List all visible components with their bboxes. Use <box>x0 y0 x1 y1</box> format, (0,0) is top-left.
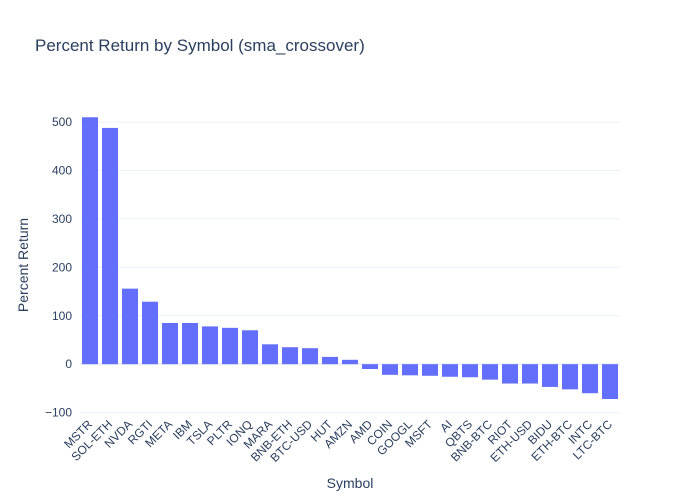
bar-ltc-btc[interactable] <box>602 364 618 400</box>
y-tick-label: 300 <box>52 212 72 226</box>
bars <box>82 117 618 400</box>
bar-sol-eth[interactable] <box>102 127 118 365</box>
y-tick-label: 400 <box>52 164 72 178</box>
bar-bnb-btc[interactable] <box>482 364 498 380</box>
bar-hut[interactable] <box>322 356 338 365</box>
bar-btc-usd[interactable] <box>302 348 318 365</box>
bar-ionq[interactable] <box>242 330 258 365</box>
bar-mstr[interactable] <box>82 117 98 365</box>
y-tick-label: 200 <box>52 260 72 274</box>
y-tick-label: 500 <box>52 115 72 129</box>
bar-amd[interactable] <box>362 364 378 370</box>
bar-intc[interactable] <box>582 364 598 394</box>
bar-ai[interactable] <box>442 364 458 377</box>
bar-tsla[interactable] <box>202 326 218 365</box>
bar-eth-btc[interactable] <box>562 364 578 390</box>
bar-eth-usd[interactable] <box>522 364 538 384</box>
bar-googl[interactable] <box>402 364 418 376</box>
y-tick-labels: −100 0 100 200 300 400 500 <box>45 115 72 419</box>
chart-title: Percent Return by Symbol (sma_crossover) <box>35 36 365 55</box>
bar-pltr[interactable] <box>222 327 238 365</box>
bar-rgti[interactable] <box>142 301 158 365</box>
y-tick-label: 100 <box>52 309 72 323</box>
y-axis-title: Percent Return <box>15 218 31 312</box>
bar-amzn[interactable] <box>342 359 358 365</box>
bar-mara[interactable] <box>262 344 278 365</box>
bar-bnb-eth[interactable] <box>282 347 298 365</box>
bar-nvda[interactable] <box>122 288 138 365</box>
gridlines <box>80 121 620 414</box>
y-tick-label: 0 <box>65 357 72 371</box>
bar-qbts[interactable] <box>462 364 478 378</box>
bar-riot[interactable] <box>502 364 518 384</box>
x-tick-labels: MSTRSOL-ETHNVDARGTIMETAIBMTSLAPLTRIONQMA… <box>61 417 615 465</box>
bar-meta[interactable] <box>162 323 178 365</box>
x-axis-title: Symbol <box>327 475 374 491</box>
y-tick-label: −100 <box>45 406 72 420</box>
bar-ibm[interactable] <box>182 323 198 365</box>
bar-bidu[interactable] <box>542 364 558 387</box>
bar-coin[interactable] <box>382 364 398 375</box>
bar-msft[interactable] <box>422 364 438 376</box>
